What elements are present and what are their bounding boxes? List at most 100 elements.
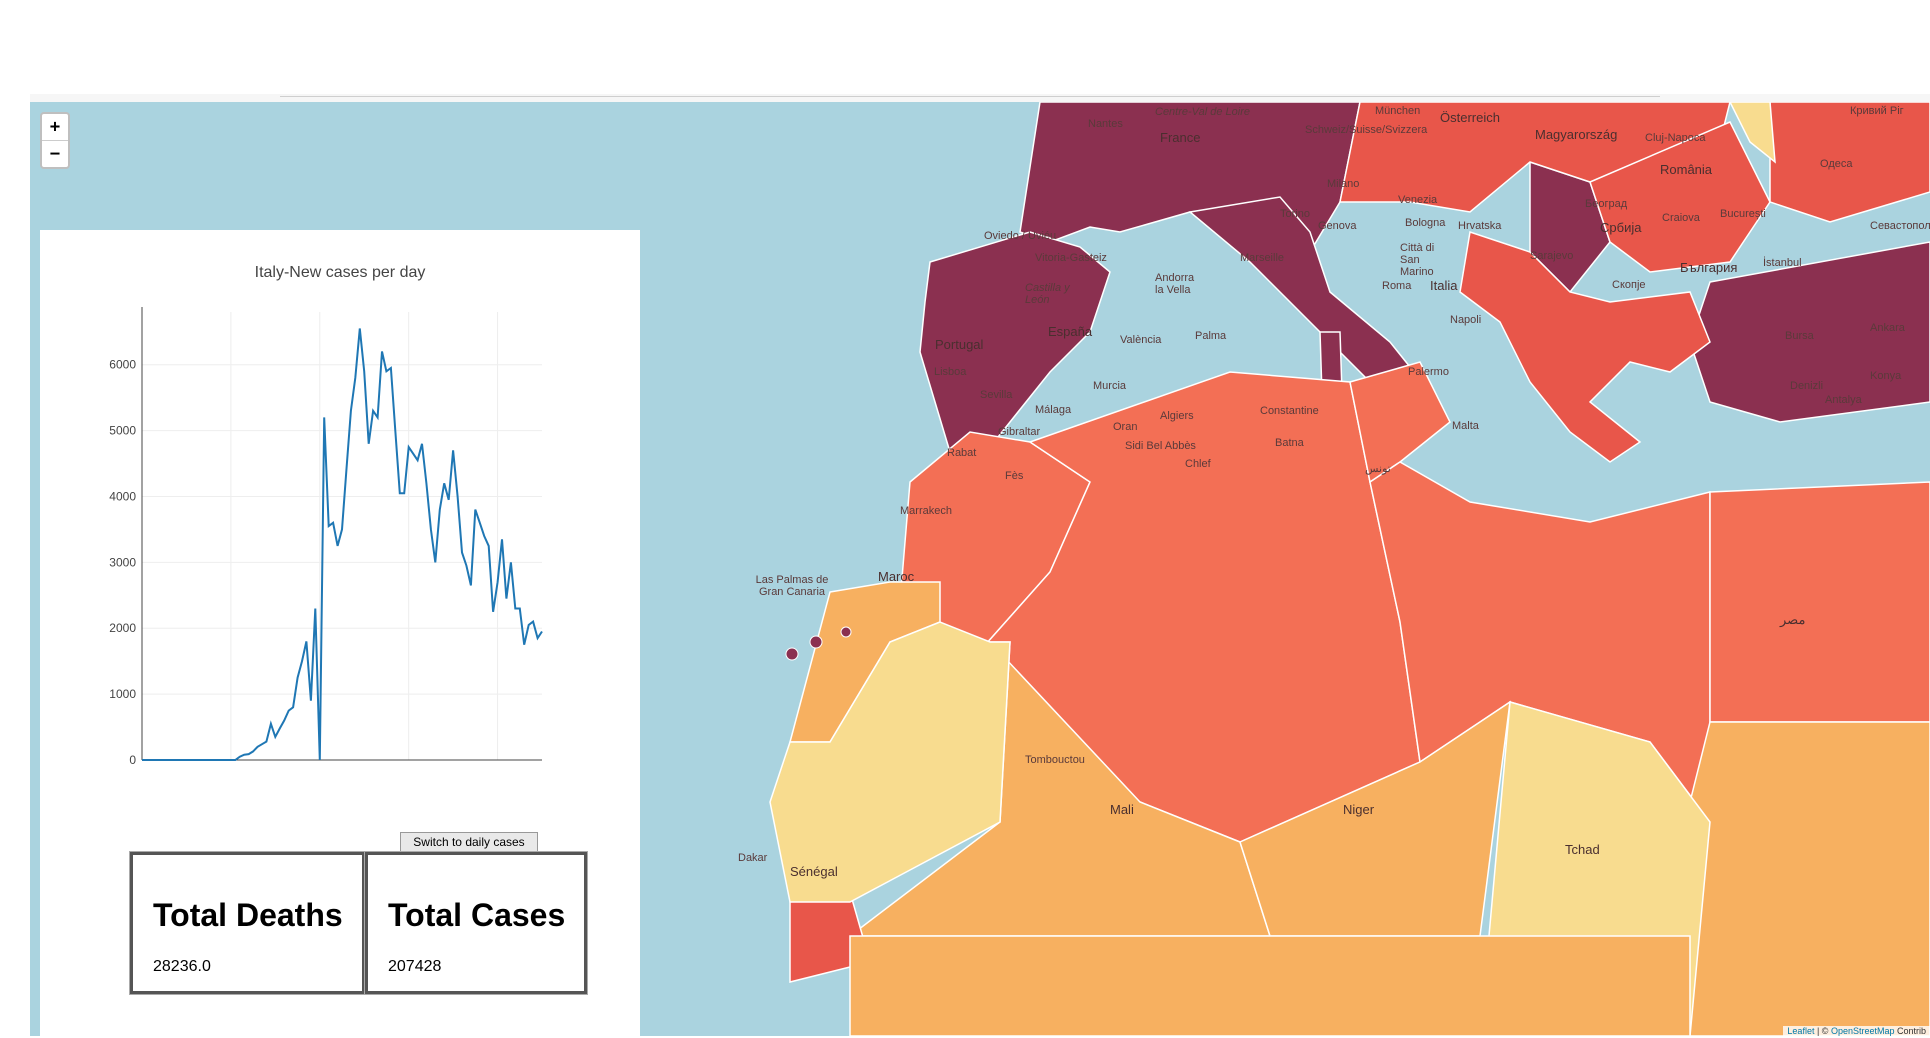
attribution-contrib: Contrib [1894,1026,1926,1036]
place-label-chlef: Chlef [1185,458,1211,470]
place-label-centre: Centre-Val de Loire [1155,106,1250,118]
x-tick-label: 20 [224,769,238,770]
y-tick-label: 6000 [109,358,136,372]
region-tunisia [1349,361,1451,484]
place-label-bursa: Bursa [1785,330,1814,342]
place-label-cluj: Cluj-Napoca [1645,132,1706,144]
place-label-konya: Konya [1870,370,1902,382]
region-iberia [919,231,1111,453]
map-tiles [769,102,1930,1036]
place-label-citta: Città di San Marino [1400,242,1435,278]
place-label-genova: Genova [1318,220,1357,232]
region-south-strip [849,935,1691,1036]
leaflet-link[interactable]: Leaflet [1787,1026,1815,1036]
country-label-espana: España [1048,324,1093,339]
place-label-skopje: Скопје [1612,279,1646,291]
region-balkans [1459,231,1711,463]
osm-link[interactable]: OpenStreetMap [1830,1026,1895,1036]
y-tick-label: 5000 [109,424,136,438]
place-label-rabat: Rabat [947,447,977,459]
place-label-oran: Oran [1113,421,1138,433]
place-label-murcia: Murcia [1093,380,1127,392]
place-label-malta: Malta [1452,420,1479,432]
place-label-kryvyi: Кривий Ріг [1850,105,1904,117]
region-niger [1239,700,1511,937]
place-label-munchen: München [1375,105,1421,117]
info-panel: Italy-New cases per day 0 1000 2000 3000 40 0… [40,230,640,1036]
place-label-gibraltar: Gibraltar [998,426,1041,438]
country-label-maroc: Maroc [878,569,915,584]
place-label-tombouctou: Tombouctou [1025,754,1085,766]
place-label-bucuresti: București [1720,208,1766,220]
attribution-separator: | © [1814,1026,1831,1036]
place-label-oviedo: Oviedo / Uviéu [984,230,1057,242]
zoom-control: + − [40,112,70,169]
place-label-venezia: Venezia [1398,194,1438,206]
place-label-lisboa: Lisboa [934,366,967,378]
place-label-algiers: Algiers [1160,410,1194,422]
zoom-out-button[interactable]: − [49,144,61,164]
place-label-torino: Torino [1280,208,1310,220]
place-label-milano: Milano [1327,178,1360,190]
place-label-bologna: Bologna [1405,217,1446,229]
chart-title: Italy-New cases per day [254,264,426,281]
x-tick-label: 0 [139,769,146,770]
zoom-in-button[interactable]: + [42,114,68,141]
place-label-istanbul: İstanbul [1763,257,1802,269]
place-label-roma: Roma [1382,280,1412,292]
series-line [142,328,543,761]
place-label-sidi: Sidi Bel Abbès [1125,440,1196,452]
country-label-senegal: Sénégal [790,864,838,879]
region-romania [1589,121,1771,273]
total-cases-title: Total Cases [388,897,566,933]
country-label-romania: România [1660,162,1713,177]
place-label-ankara: Ankara [1870,322,1905,334]
place-label-antalya: Antalya [1825,394,1862,406]
place-label-palma: Palma [1195,330,1227,342]
switch-daily-cases-button[interactable]: Switch to daily cases [400,832,538,852]
place-label-sevilla: Sevilla [980,389,1013,401]
y-tick-label: 1000 [109,687,136,701]
place-label-dakar: Dakar [738,852,768,864]
x-tick-label: 60 [402,769,416,770]
total-deaths-value: 28236.0 [153,958,211,975]
canary-island [809,635,823,649]
region-sudan [1649,721,1930,1036]
country-label-mali: Mali [1110,802,1134,817]
place-label-sarajevo: Sarajevo [1530,250,1574,262]
place-label-vitoria: Vitoria-Gasteiz [1035,252,1107,264]
region-mauritania [769,621,1011,903]
y-tick-label: 2000 [109,621,136,635]
y-tick-label: 3000 [109,555,136,569]
country-label-bulgaria: България [1680,260,1738,275]
place-label-castilla: Castilla y León [1025,282,1070,306]
country-label-egypt: مصر [1780,612,1806,627]
total-cases-value: 207428 [388,958,442,975]
place-label-constantine: Constantine [1260,405,1319,417]
region-ukraine [1769,102,1930,223]
total-deaths-box: Total Deaths 28236.0 [130,852,365,994]
place-label-batna: Batna [1275,437,1304,449]
total-cases-box: Total Cases 207428 [365,852,587,994]
canary-island [785,647,799,661]
place-label-marseille: Marseille [1240,252,1285,264]
place-label-schweiz: Schweiz/Suisse/Svizzera [1305,124,1427,136]
place-label-valencia: València [1120,334,1162,346]
country-label-niger: Niger [1343,802,1375,817]
place-label-marrakech: Marrakech [900,505,952,517]
cases-chart: 0 1000 2000 3000 4000 5000 6000 0 20 40 60 80 [109,307,543,770]
canary-island [840,626,852,638]
region-egypt [1709,481,1930,723]
country-label-france: France [1160,130,1201,145]
map-attribution: Leaflet | © OpenStreetMap Contrib [1783,1026,1930,1036]
y-tick-label: 0 [129,753,136,767]
x-tick-label: 40 [313,769,327,770]
place-label-malaga: Málaga [1035,404,1072,416]
place-label-lasp: Las Palmas de Gran Canaria [755,574,829,598]
country-label-srbija: Србија [1600,220,1642,235]
place-label-beograd: Београд [1585,198,1628,210]
total-deaths-title: Total Deaths [153,897,343,933]
place-label-craiova: Craiova [1662,212,1700,224]
place-label-nantes: Nantes [1088,118,1123,130]
region-moldova [1729,102,1776,164]
